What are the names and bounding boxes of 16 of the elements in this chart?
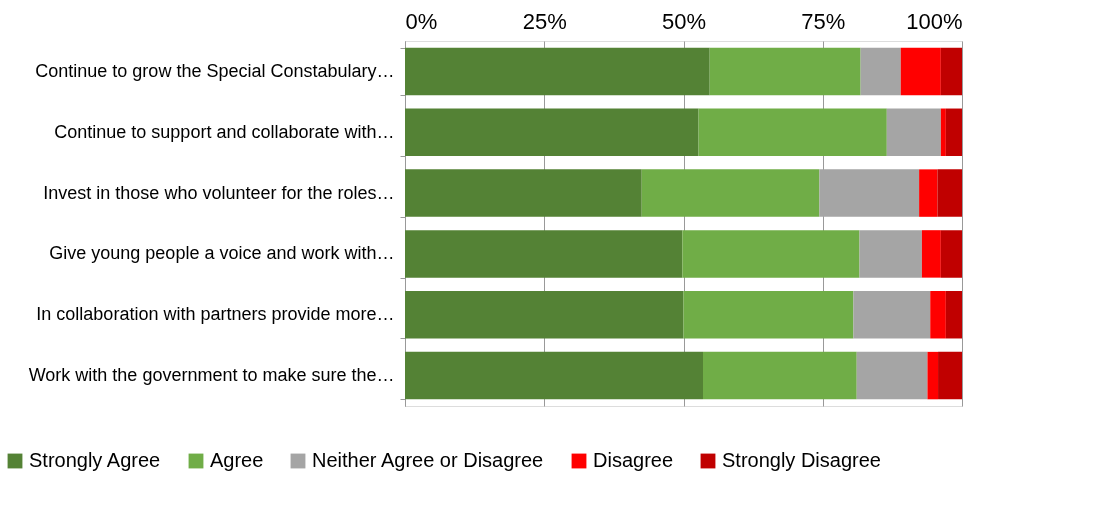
legend-label: Disagree	[593, 449, 674, 471]
x-tick-label: 100%	[906, 8, 963, 34]
y-tick-label: Invest in those who volunteer for the roles…	[43, 182, 395, 203]
x-tick-label: 25%	[522, 8, 567, 34]
y-tick-label: Continue to support and collaborate with…	[54, 121, 395, 142]
x-tick-label: 50%	[661, 8, 707, 34]
legend-label: Strongly Disagree	[722, 449, 881, 471]
x-tick-label: 75%	[801, 8, 846, 34]
legend-label: Neither Agree or Disagree	[312, 449, 544, 471]
legend-label: Agree	[210, 449, 264, 471]
legend-label: Strongly Agree	[29, 449, 161, 471]
y-tick-label: Work with the government to make sure the…	[28, 365, 395, 386]
y-tick-label: Give young people a voice and work with…	[49, 243, 395, 264]
y-tick-label: Continue to grow the Special Constabulary…	[35, 60, 395, 81]
x-tick-label: 0%	[405, 8, 438, 34]
y-tick-label: In collaboration with partners provide more…	[36, 304, 395, 325]
